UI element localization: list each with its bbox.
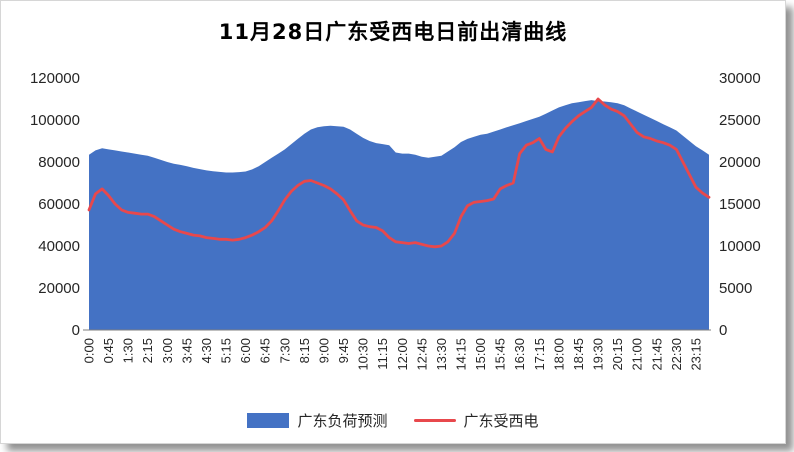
left-axis-labels: 0 20000 40000 60000 80000 100000 120000 xyxy=(30,70,80,339)
svg-text:9:45: 9:45 xyxy=(336,338,351,363)
svg-text:16:30: 16:30 xyxy=(512,338,527,371)
svg-text:15000: 15000 xyxy=(719,196,761,213)
svg-text:15:00: 15:00 xyxy=(473,338,488,371)
svg-text:21:45: 21:45 xyxy=(649,338,664,371)
legend-item-west: 广东受西电 xyxy=(413,410,539,431)
svg-text:3:45: 3:45 xyxy=(179,338,194,363)
svg-text:10000: 10000 xyxy=(719,238,761,255)
legend-item-load: 广东负荷预测 xyxy=(247,410,388,431)
svg-text:30000: 30000 xyxy=(719,70,761,87)
svg-text:1:30: 1:30 xyxy=(121,338,136,363)
svg-text:0: 0 xyxy=(72,322,80,339)
svg-text:13:30: 13:30 xyxy=(434,338,449,371)
svg-text:22:30: 22:30 xyxy=(669,338,684,371)
chart-card: 11月28日广东受西电日前出清曲线 0 20000 40000 60000 80000 1… xyxy=(0,0,786,444)
svg-text:2:15: 2:15 xyxy=(140,338,155,363)
svg-text:11:15: 11:15 xyxy=(375,338,390,370)
svg-text:100000: 100000 xyxy=(30,112,80,129)
svg-text:6:45: 6:45 xyxy=(258,338,273,363)
svg-text:5:15: 5:15 xyxy=(219,338,234,363)
svg-text:15:45: 15:45 xyxy=(493,338,508,371)
svg-text:20000: 20000 xyxy=(719,154,761,171)
chart-title: 11月28日广东受西电日前出清曲线 xyxy=(218,20,568,44)
x-axis-labels: 0:00 0:45 1:30 2:15 3:00 3:45 4:30 5:15 6:00 6:45… xyxy=(82,338,704,371)
svg-text:20000: 20000 xyxy=(38,280,80,297)
svg-text:20:15: 20:15 xyxy=(610,338,625,371)
svg-text:8:15: 8:15 xyxy=(297,338,312,363)
svg-text:25000: 25000 xyxy=(719,112,761,129)
load-forecast-area xyxy=(89,100,709,330)
west-power-line xyxy=(87,97,711,249)
svg-text:3:00: 3:00 xyxy=(160,338,175,363)
svg-text:17:15: 17:15 xyxy=(532,338,547,371)
combo-chart: 0 20000 40000 60000 80000 100000 120000 0 5000 10… xyxy=(30,70,761,371)
svg-text:21:00: 21:00 xyxy=(630,338,645,371)
right-axis-labels: 0 5000 10000 15000 20000 25000 30000 xyxy=(719,70,761,339)
svg-text:9:00: 9:00 xyxy=(316,338,331,363)
legend-label-west: 广东受西电 xyxy=(463,411,539,430)
svg-text:7:30: 7:30 xyxy=(277,338,292,363)
svg-text:0:45: 0:45 xyxy=(101,338,116,363)
svg-text:6:00: 6:00 xyxy=(238,338,253,363)
svg-text:5000: 5000 xyxy=(719,280,752,297)
svg-text:10:30: 10:30 xyxy=(356,338,371,371)
svg-text:60000: 60000 xyxy=(38,196,80,213)
west-line-swatch xyxy=(413,418,456,422)
svg-text:120000: 120000 xyxy=(30,70,80,87)
svg-text:12:00: 12:00 xyxy=(395,338,410,371)
svg-text:18:00: 18:00 xyxy=(551,338,566,371)
svg-text:12:45: 12:45 xyxy=(414,338,429,371)
svg-text:19:30: 19:30 xyxy=(591,338,606,371)
load-area-swatch xyxy=(247,412,290,428)
svg-text:0: 0 xyxy=(719,322,727,339)
legend-label-load: 广东负荷预测 xyxy=(297,411,388,430)
svg-text:18:45: 18:45 xyxy=(571,338,586,371)
svg-text:23:15: 23:15 xyxy=(688,338,703,371)
svg-text:80000: 80000 xyxy=(38,154,80,171)
svg-text:40000: 40000 xyxy=(38,238,80,255)
svg-text:14:15: 14:15 xyxy=(454,338,469,371)
svg-text:4:30: 4:30 xyxy=(199,338,214,363)
svg-text:0:00: 0:00 xyxy=(82,338,97,363)
legend: 广东负荷预测 广东受西电 xyxy=(1,398,785,442)
